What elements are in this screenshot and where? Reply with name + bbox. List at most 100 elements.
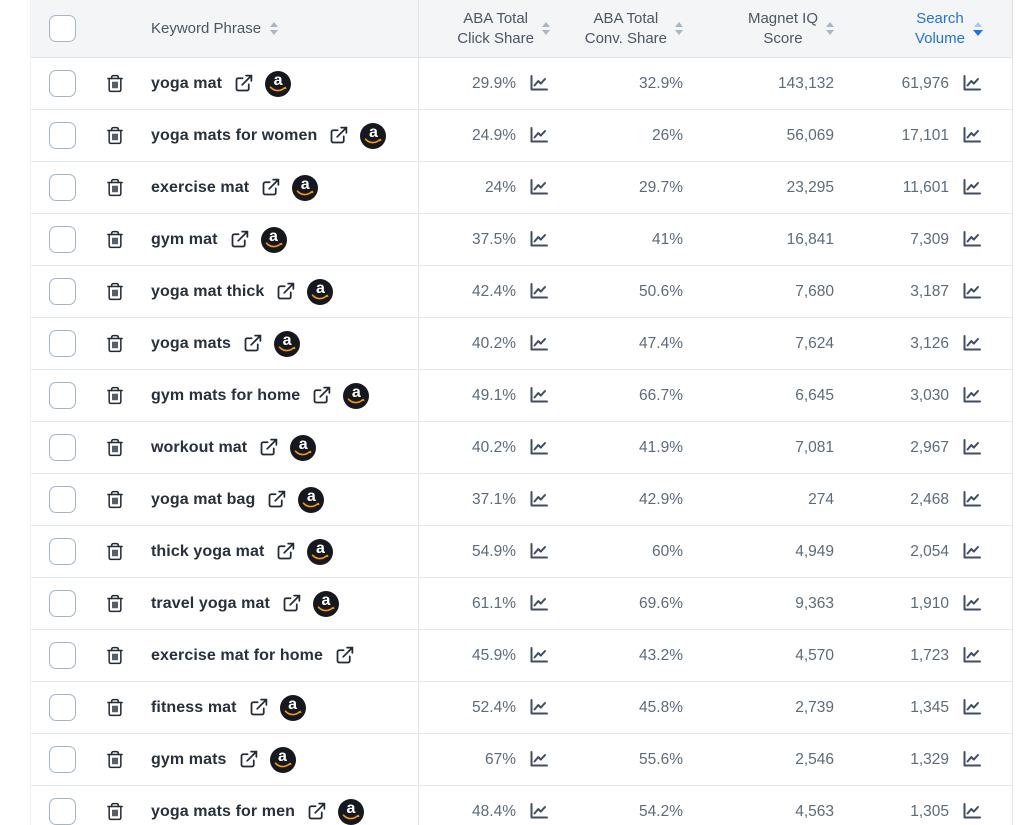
trash-icon[interactable] [105,333,125,354]
trash-icon[interactable] [105,801,125,822]
trend-chart-icon[interactable] [528,334,550,353]
trend-chart-icon[interactable] [961,802,983,821]
column-header-aba-click-share[interactable]: ABA Total Click Share [418,0,554,57]
trend-chart-icon[interactable] [961,386,983,405]
amazon-icon[interactable]: a [269,746,296,773]
amazon-icon[interactable]: a [307,538,334,565]
trash-icon[interactable] [105,281,125,302]
trash-icon[interactable] [105,385,125,406]
trend-chart-icon[interactable] [961,646,983,665]
trend-chart-icon[interactable] [528,594,550,613]
external-link-icon[interactable] [328,125,349,146]
amazon-icon[interactable]: a [265,70,292,97]
external-link-icon[interactable] [275,541,296,562]
amazon-icon[interactable]: a [290,434,317,461]
trend-chart-icon[interactable] [528,178,550,197]
row-checkbox[interactable] [49,538,76,565]
column-header-search-volume[interactable]: Search Volume [844,0,1012,57]
sort-icon[interactable] [542,22,550,35]
sort-icon-active-desc[interactable] [973,21,983,36]
trash-icon[interactable] [105,645,125,666]
row-checkbox[interactable] [49,694,76,721]
trend-chart-icon[interactable] [528,282,550,301]
external-link-icon[interactable] [260,177,281,198]
sort-icon[interactable] [826,22,834,35]
trend-chart-icon[interactable] [961,698,983,717]
trend-chart-icon[interactable] [961,750,983,769]
trend-chart-icon[interactable] [528,802,550,821]
amazon-icon[interactable]: a [274,330,301,357]
trend-chart-icon[interactable] [528,438,550,457]
row-checkbox[interactable] [49,798,76,825]
trash-icon[interactable] [105,73,125,94]
amazon-icon[interactable]: a [307,278,334,305]
trend-chart-icon[interactable] [528,386,550,405]
trend-chart-icon[interactable] [528,230,550,249]
trend-chart-icon[interactable] [528,126,550,145]
select-all-checkbox[interactable] [49,15,76,42]
sort-icon[interactable] [270,22,279,35]
trend-chart-icon[interactable] [961,126,983,145]
amazon-icon[interactable]: a [312,590,339,617]
trash-icon[interactable] [105,437,125,458]
trend-chart-icon[interactable] [528,542,550,561]
trash-icon[interactable] [105,489,125,510]
trend-chart-icon[interactable] [528,750,550,769]
trash-icon[interactable] [105,749,125,770]
trend-chart-icon[interactable] [528,490,550,509]
trend-chart-icon[interactable] [961,230,983,249]
trend-chart-icon[interactable] [961,438,983,457]
row-checkbox[interactable] [49,382,76,409]
trend-chart-icon[interactable] [961,74,983,93]
amazon-icon[interactable]: a [337,798,364,825]
trend-chart-icon[interactable] [961,490,983,509]
sort-icon[interactable] [675,22,683,35]
external-link-icon[interactable] [306,801,327,822]
column-header-keyword-phrase[interactable]: Keyword Phrase [141,0,418,57]
trash-icon[interactable] [105,177,125,198]
row-checkbox[interactable] [49,434,76,461]
trash-icon[interactable] [105,541,125,562]
row-checkbox[interactable] [49,278,76,305]
trend-chart-icon[interactable] [961,594,983,613]
trend-chart-icon[interactable] [528,74,550,93]
trash-icon[interactable] [105,697,125,718]
row-checkbox[interactable] [49,746,76,773]
external-link-icon[interactable] [334,645,355,666]
external-link-icon[interactable] [229,229,250,250]
amazon-icon[interactable]: a [279,694,306,721]
trash-icon[interactable] [105,229,125,250]
external-link-icon[interactable] [258,437,279,458]
row-checkbox[interactable] [49,590,76,617]
amazon-icon[interactable]: a [343,382,370,409]
row-checkbox[interactable] [49,70,76,97]
amazon-icon[interactable]: a [292,174,319,201]
trend-chart-icon[interactable] [961,542,983,561]
external-link-icon[interactable] [233,73,254,94]
amazon-icon[interactable]: a [260,226,287,253]
external-link-icon[interactable] [275,281,296,302]
trend-chart-icon[interactable] [528,698,550,717]
trend-chart-icon[interactable] [961,178,983,197]
external-link-icon[interactable] [238,749,259,770]
trend-chart-icon[interactable] [528,646,550,665]
row-checkbox[interactable] [49,226,76,253]
column-header-magnet-iq-score[interactable]: Magnet IQ Score [699,0,844,57]
trash-icon[interactable] [105,125,125,146]
trash-icon[interactable] [105,593,125,614]
row-checkbox[interactable] [49,174,76,201]
external-link-icon[interactable] [248,697,269,718]
external-link-icon[interactable] [242,333,263,354]
external-link-icon[interactable] [281,593,302,614]
row-checkbox[interactable] [49,122,76,149]
column-header-aba-conv-share[interactable]: ABA Total Conv. Share [554,0,699,57]
trend-chart-icon[interactable] [961,334,983,353]
external-link-icon[interactable] [266,489,287,510]
trend-chart-icon[interactable] [961,282,983,301]
external-link-icon[interactable] [311,385,332,406]
amazon-icon[interactable]: a [298,486,325,513]
row-checkbox[interactable] [49,486,76,513]
row-checkbox[interactable] [49,642,76,669]
row-checkbox[interactable] [49,330,76,357]
amazon-icon[interactable]: a [360,122,387,149]
